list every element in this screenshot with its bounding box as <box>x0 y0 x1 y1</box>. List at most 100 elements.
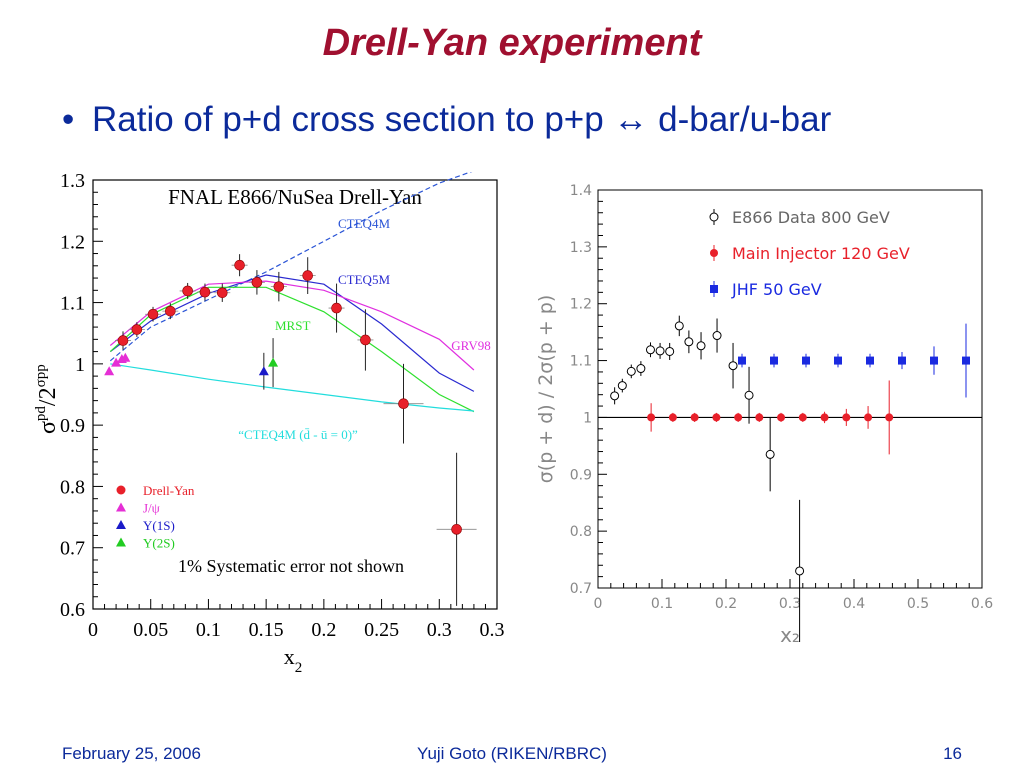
right-data-point-jhf <box>866 356 874 365</box>
left-data-point-drell-yan <box>131 324 143 335</box>
right-data-point-e866 <box>795 566 805 576</box>
left-x-tick-label: 0.25 <box>364 619 399 641</box>
left-data-point-drell-yan <box>117 335 129 346</box>
left-data-point-upsilon-1s <box>258 366 269 376</box>
left-legend-label-upsilon-2s: Υ(2S) <box>143 536 175 551</box>
right-data-point-e866 <box>626 366 636 376</box>
left-curve-grv98 <box>109 280 475 371</box>
left-y-axis-label: σpd/2σpp <box>35 364 61 434</box>
right-data-point-main-injector <box>668 413 677 422</box>
bullet-text: Ratio of p+d cross section to p+p ↔ d-ba… <box>92 100 832 139</box>
right-y-tick-label: 1.1 <box>570 354 592 370</box>
right-data-point-e866 <box>744 390 754 400</box>
right-y-tick-label: 1 <box>583 410 592 426</box>
right-y-axis-label: σ(p + d) / 2σ(p + p) <box>535 295 557 484</box>
right-chart-panel: 0 0.1 0.2 0.3 0.4 0.5 0.6 0.7 0.8 0.9 1 1.1 1.2 1.3 1.… <box>526 172 1004 664</box>
right-x-tick-label: 0.3 <box>779 596 801 612</box>
left-legend-marker-drell-yan <box>116 485 126 495</box>
left-chart-panel: 0 0.05 0.1 0.15 0.2 0.25 0.3 0.35 0.6 0.7 0.8 0.9 1 1… <box>33 170 515 684</box>
right-data-point-main-injector <box>798 413 807 422</box>
right-legend-marker-main-injector <box>710 249 718 257</box>
right-x-tick-label: 0.5 <box>907 596 929 612</box>
left-y-tick-label: 0.7 <box>60 538 85 560</box>
right-y-tick-label: 1.2 <box>570 297 592 313</box>
right-data-point-jhf <box>930 356 938 365</box>
left-x-tick-label: 0.2 <box>311 619 336 641</box>
left-curve-cteq5m <box>109 274 475 392</box>
left-data-point-jpsi <box>104 366 115 376</box>
left-data-point-drell-yan <box>331 302 342 314</box>
bullet-point: • Ratio of p+d cross section to p+p ↔ d-b… <box>62 100 831 140</box>
left-legend-label-upsilon-1s: Υ(1S) <box>143 518 175 533</box>
left-data-point-drell-yan <box>147 308 159 320</box>
right-x-tick-label: 0 <box>594 596 603 612</box>
right-y-tick-label: 1.3 <box>570 240 592 256</box>
right-data-point-main-injector <box>712 413 721 422</box>
right-legend-label-e866: E866 Data 800 GeV <box>732 208 890 227</box>
right-data-point-e866 <box>674 321 684 331</box>
left-y-tick-label: 0.6 <box>60 599 85 621</box>
footer-date: February 25, 2006 <box>62 744 201 763</box>
right-data-point-jhf <box>770 356 778 365</box>
left-legend-label-drell-yan: Drell-Yan <box>143 483 195 498</box>
right-x-tick-label: 0.6 <box>971 596 993 612</box>
left-x-tick-label: 0.35 <box>480 619 506 641</box>
right-x-tick-label: 0.2 <box>715 596 737 612</box>
left-chart: 0 0.05 0.1 0.15 0.2 0.25 0.3 0.35 0.6 0.7 0.8 0.9 1 1… <box>33 170 515 684</box>
footer-author: Yuji Goto (RIKEN/RBRC) <box>417 744 607 763</box>
left-data-point-drell-yan <box>451 524 462 535</box>
right-data-point-e866 <box>645 345 655 355</box>
right-data-point-jhf <box>962 356 970 365</box>
slide-title: Drell-Yan experiment <box>322 22 702 64</box>
left-curve-label-grv98: GRV98 <box>451 338 490 353</box>
footer-page-number: 16 <box>943 744 962 763</box>
right-data-point-main-injector <box>820 413 829 422</box>
left-curve-cteq4m <box>109 170 475 362</box>
right-data-point-e866 <box>684 337 694 347</box>
left-x-tick-label: 0.3 <box>427 619 452 641</box>
left-chart-background <box>35 172 505 684</box>
right-legend-label-main-injector: Main Injector 120 GeV <box>732 244 910 263</box>
right-x-axis-label: x₂ <box>780 623 800 647</box>
right-data-point-main-injector <box>864 413 873 422</box>
left-legend-marker-jpsi <box>116 502 126 512</box>
left-curve-label-mrst: MRST <box>275 318 310 333</box>
left-data-point-drell-yan <box>302 270 313 281</box>
left-data-point-drell-yan <box>199 286 211 298</box>
right-data-point-main-injector <box>885 413 894 422</box>
left-systematic-note: 1% Systematic error not shown <box>178 556 404 576</box>
left-x-axis-label: x2 <box>284 644 303 676</box>
left-data-point-drell-yan <box>165 305 176 317</box>
left-legend-marker-upsilon-1s <box>116 520 126 529</box>
right-data-point-jhf <box>834 356 842 365</box>
left-x-tick-label: 0.15 <box>249 619 284 641</box>
right-data-point-e866 <box>655 346 665 356</box>
right-data-point-main-injector <box>647 413 656 422</box>
left-curve-cteq4m-zero-asymmetry <box>110 363 474 412</box>
right-data-point-main-injector <box>734 413 743 422</box>
right-data-point-main-injector <box>777 413 786 422</box>
bullet-dot: • <box>62 100 75 139</box>
right-x-tick-label: 0.1 <box>651 596 673 612</box>
right-chart: 0 0.1 0.2 0.3 0.4 0.5 0.6 0.7 0.8 0.9 1 1.1 1.2 1.3 1.… <box>526 172 1004 664</box>
right-x-tick-label: 0.4 <box>843 596 865 612</box>
right-data-point-e866 <box>728 361 738 371</box>
right-data-point-e866 <box>665 346 675 356</box>
right-data-point-main-injector <box>842 413 851 422</box>
left-curve-label-cteq4m: CTEQ4M <box>338 216 390 231</box>
left-y-tick-label: 0.9 <box>60 415 85 437</box>
left-curve-label-cteq5m: CTEQ5M <box>338 272 390 287</box>
left-curve-mrst <box>109 286 475 413</box>
right-y-tick-label: 1.4 <box>570 183 592 199</box>
left-y-tick-label: 1.2 <box>60 231 85 253</box>
left-x-tick-label: 0 <box>88 619 98 641</box>
left-x-tick-label: 0.05 <box>133 619 168 641</box>
right-legend-label-jhf: JHF 50 GeV <box>731 280 822 299</box>
right-data-point-jhf <box>802 356 810 365</box>
left-y-tick-label: 1.1 <box>60 293 85 315</box>
left-data-point-drell-yan <box>182 285 193 297</box>
left-x-tick-label: 0.1 <box>196 619 221 641</box>
right-y-tick-label: 0.7 <box>570 581 592 597</box>
left-data-point-drell-yan <box>234 259 245 271</box>
left-y-tick-label: 1 <box>75 354 85 376</box>
